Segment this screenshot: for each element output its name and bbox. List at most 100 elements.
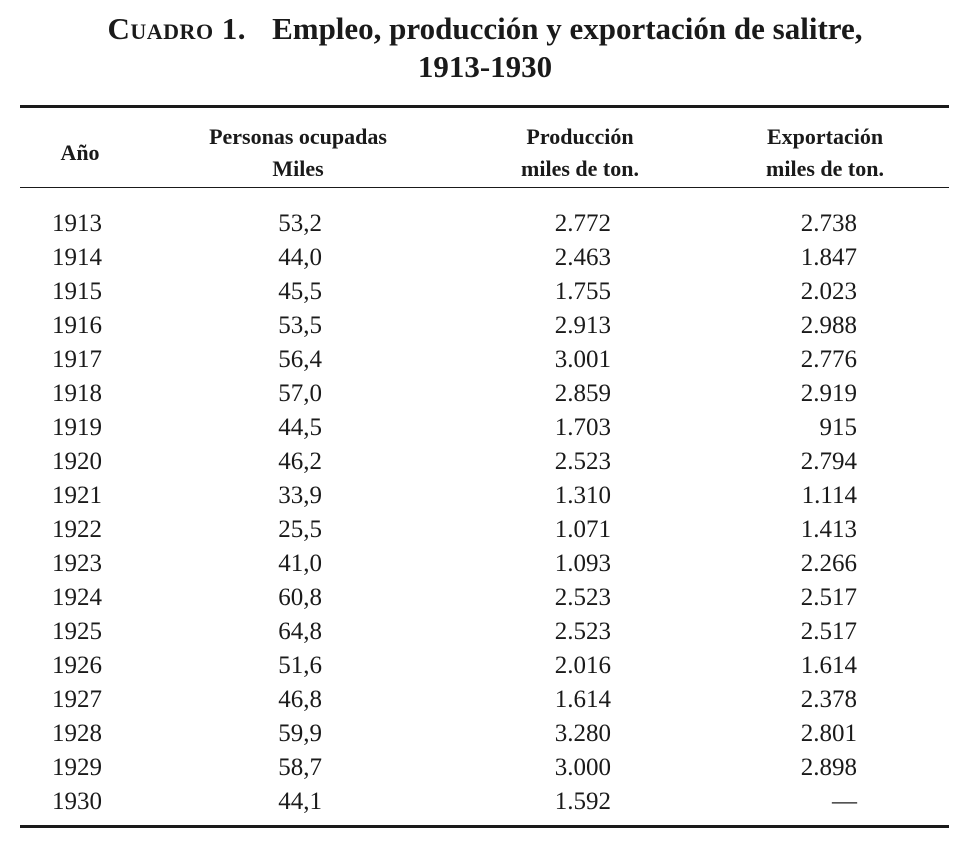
cell-year: 1917 [52, 346, 102, 373]
header-employment: Personas ocupadas Miles [170, 121, 426, 185]
cell-production: 3.280 [554, 720, 611, 747]
table-row: 1914 44,0 2.463 1.847 [0, 241, 970, 275]
cell-production: 2.859 [554, 380, 611, 407]
cell-export: 2.919 [800, 380, 857, 407]
cell-employment: 56,4 [278, 346, 322, 373]
title-line-1: Cuadro 1. Empleo, producción y exportació… [0, 10, 970, 48]
cell-year: 1918 [52, 380, 102, 407]
cell-production: 3.001 [554, 346, 611, 373]
cell-production: 2.523 [554, 448, 611, 475]
cell-year: 1929 [52, 754, 102, 781]
cell-year: 1915 [52, 278, 102, 305]
cell-production: 2.523 [554, 584, 611, 611]
table-row: 1925 64,8 2.523 2.517 [0, 615, 970, 649]
header-production-line-1: Producción [526, 124, 634, 149]
cell-export: 1.614 [800, 652, 857, 679]
table-row: 1917 56,4 3.001 2.776 [0, 343, 970, 377]
cell-export: 2.898 [800, 754, 857, 781]
cell-export: 2.517 [800, 618, 857, 645]
top-rule [20, 105, 949, 108]
cell-export: 1.114 [801, 482, 857, 509]
cell-employment: 59,9 [278, 720, 322, 747]
table-row: 1930 44,1 1.592 — [0, 785, 970, 819]
cell-year: 1930 [52, 788, 102, 815]
table-row: 1919 44,5 1.703 915 [0, 411, 970, 445]
cell-year: 1926 [52, 652, 102, 679]
cell-year: 1925 [52, 618, 102, 645]
cell-production: 1.592 [554, 788, 611, 815]
cell-production: 1.093 [554, 550, 611, 577]
cell-year: 1914 [52, 244, 102, 271]
cell-production: 1.614 [554, 686, 611, 713]
title-line-2: 1913-1930 [417, 49, 553, 84]
header-employment-line-1: Personas ocupadas [209, 124, 387, 149]
header-year-label: Año [60, 140, 100, 165]
cell-year: 1920 [52, 448, 102, 475]
cell-employment: 53,5 [278, 312, 322, 339]
table-row: 1927 46,8 1.614 2.378 [0, 683, 970, 717]
cell-employment: 41,0 [278, 550, 322, 577]
table-row: 1929 58,7 3.000 2.898 [0, 751, 970, 785]
table-row: 1926 51,6 2.016 1.614 [0, 649, 970, 683]
cell-production: 1.755 [554, 278, 611, 305]
cell-employment: 44,5 [278, 414, 322, 441]
table-row: 1920 46,2 2.523 2.794 [0, 445, 970, 479]
header-year: Año [40, 137, 120, 169]
cell-production: 2.772 [554, 210, 611, 237]
table-row: 1923 41,0 1.093 2.266 [0, 547, 970, 581]
header-export-line-1: Exportación [766, 124, 884, 149]
table-row: 1922 25,5 1.071 1.413 [0, 513, 970, 547]
cell-year: 1922 [52, 516, 102, 543]
cell-export: 1.847 [800, 244, 857, 271]
table-row: 1916 53,5 2.913 2.988 [0, 309, 970, 343]
cell-employment: 46,8 [278, 686, 322, 713]
cell-export: 2.738 [800, 210, 857, 237]
cell-export: 2.378 [800, 686, 857, 713]
cell-year: 1913 [52, 210, 102, 237]
table-row: 1913 53,2 2.772 2.738 [0, 207, 970, 241]
header-employment-line-2: Miles [272, 156, 324, 181]
cell-employment: 33,9 [278, 482, 322, 509]
cell-export: 2.517 [800, 584, 857, 611]
cell-year: 1927 [52, 686, 102, 713]
table-body: 1913 53,2 2.772 2.738 1914 44,0 2.463 1.847 1915… [0, 207, 970, 819]
table-row: 1924 60,8 2.523 2.517 [0, 581, 970, 615]
cell-employment: 53,2 [278, 210, 322, 237]
cell-employment: 57,0 [278, 380, 322, 407]
table-row: 1915 45,5 1.755 2.023 [0, 275, 970, 309]
cell-production: 2.913 [554, 312, 611, 339]
cell-export: 2.776 [800, 346, 857, 373]
cell-export: — [832, 788, 857, 815]
cell-year: 1928 [52, 720, 102, 747]
header-export-line-2: miles de ton. [766, 156, 884, 181]
cell-employment: 60,8 [278, 584, 322, 611]
cell-year: 1921 [52, 482, 102, 509]
cell-export: 2.266 [800, 550, 857, 577]
cell-production: 1.071 [554, 516, 611, 543]
cell-production: 1.310 [554, 482, 611, 509]
cell-year: 1919 [52, 414, 102, 441]
cell-employment: 46,2 [278, 448, 322, 475]
cell-employment: 45,5 [278, 278, 322, 305]
cell-year: 1916 [52, 312, 102, 339]
cell-employment: 58,7 [278, 754, 322, 781]
table-title: Cuadro 1. Empleo, producción y exportació… [0, 10, 970, 86]
cell-employment: 51,6 [278, 652, 322, 679]
title-text: Empleo, producción y exportación de sali… [272, 11, 863, 46]
header-production-line-2: miles de ton. [521, 156, 639, 181]
cell-production: 2.463 [554, 244, 611, 271]
table-row: 1921 33,9 1.310 1.114 [0, 479, 970, 513]
table-row: 1918 57,0 2.859 2.919 [0, 377, 970, 411]
cell-year: 1923 [52, 550, 102, 577]
header-rule [20, 187, 949, 188]
table-number-label: Cuadro 1. [107, 11, 247, 46]
cell-year: 1924 [52, 584, 102, 611]
header-export: Exportación miles de ton. [720, 121, 930, 185]
cell-export: 2.023 [800, 278, 857, 305]
cell-export: 915 [819, 414, 858, 441]
cell-export: 1.413 [800, 516, 857, 543]
cell-employment: 44,1 [278, 788, 322, 815]
bottom-rule [20, 825, 949, 828]
cell-export: 2.801 [800, 720, 857, 747]
table-row: 1928 59,9 3.280 2.801 [0, 717, 970, 751]
